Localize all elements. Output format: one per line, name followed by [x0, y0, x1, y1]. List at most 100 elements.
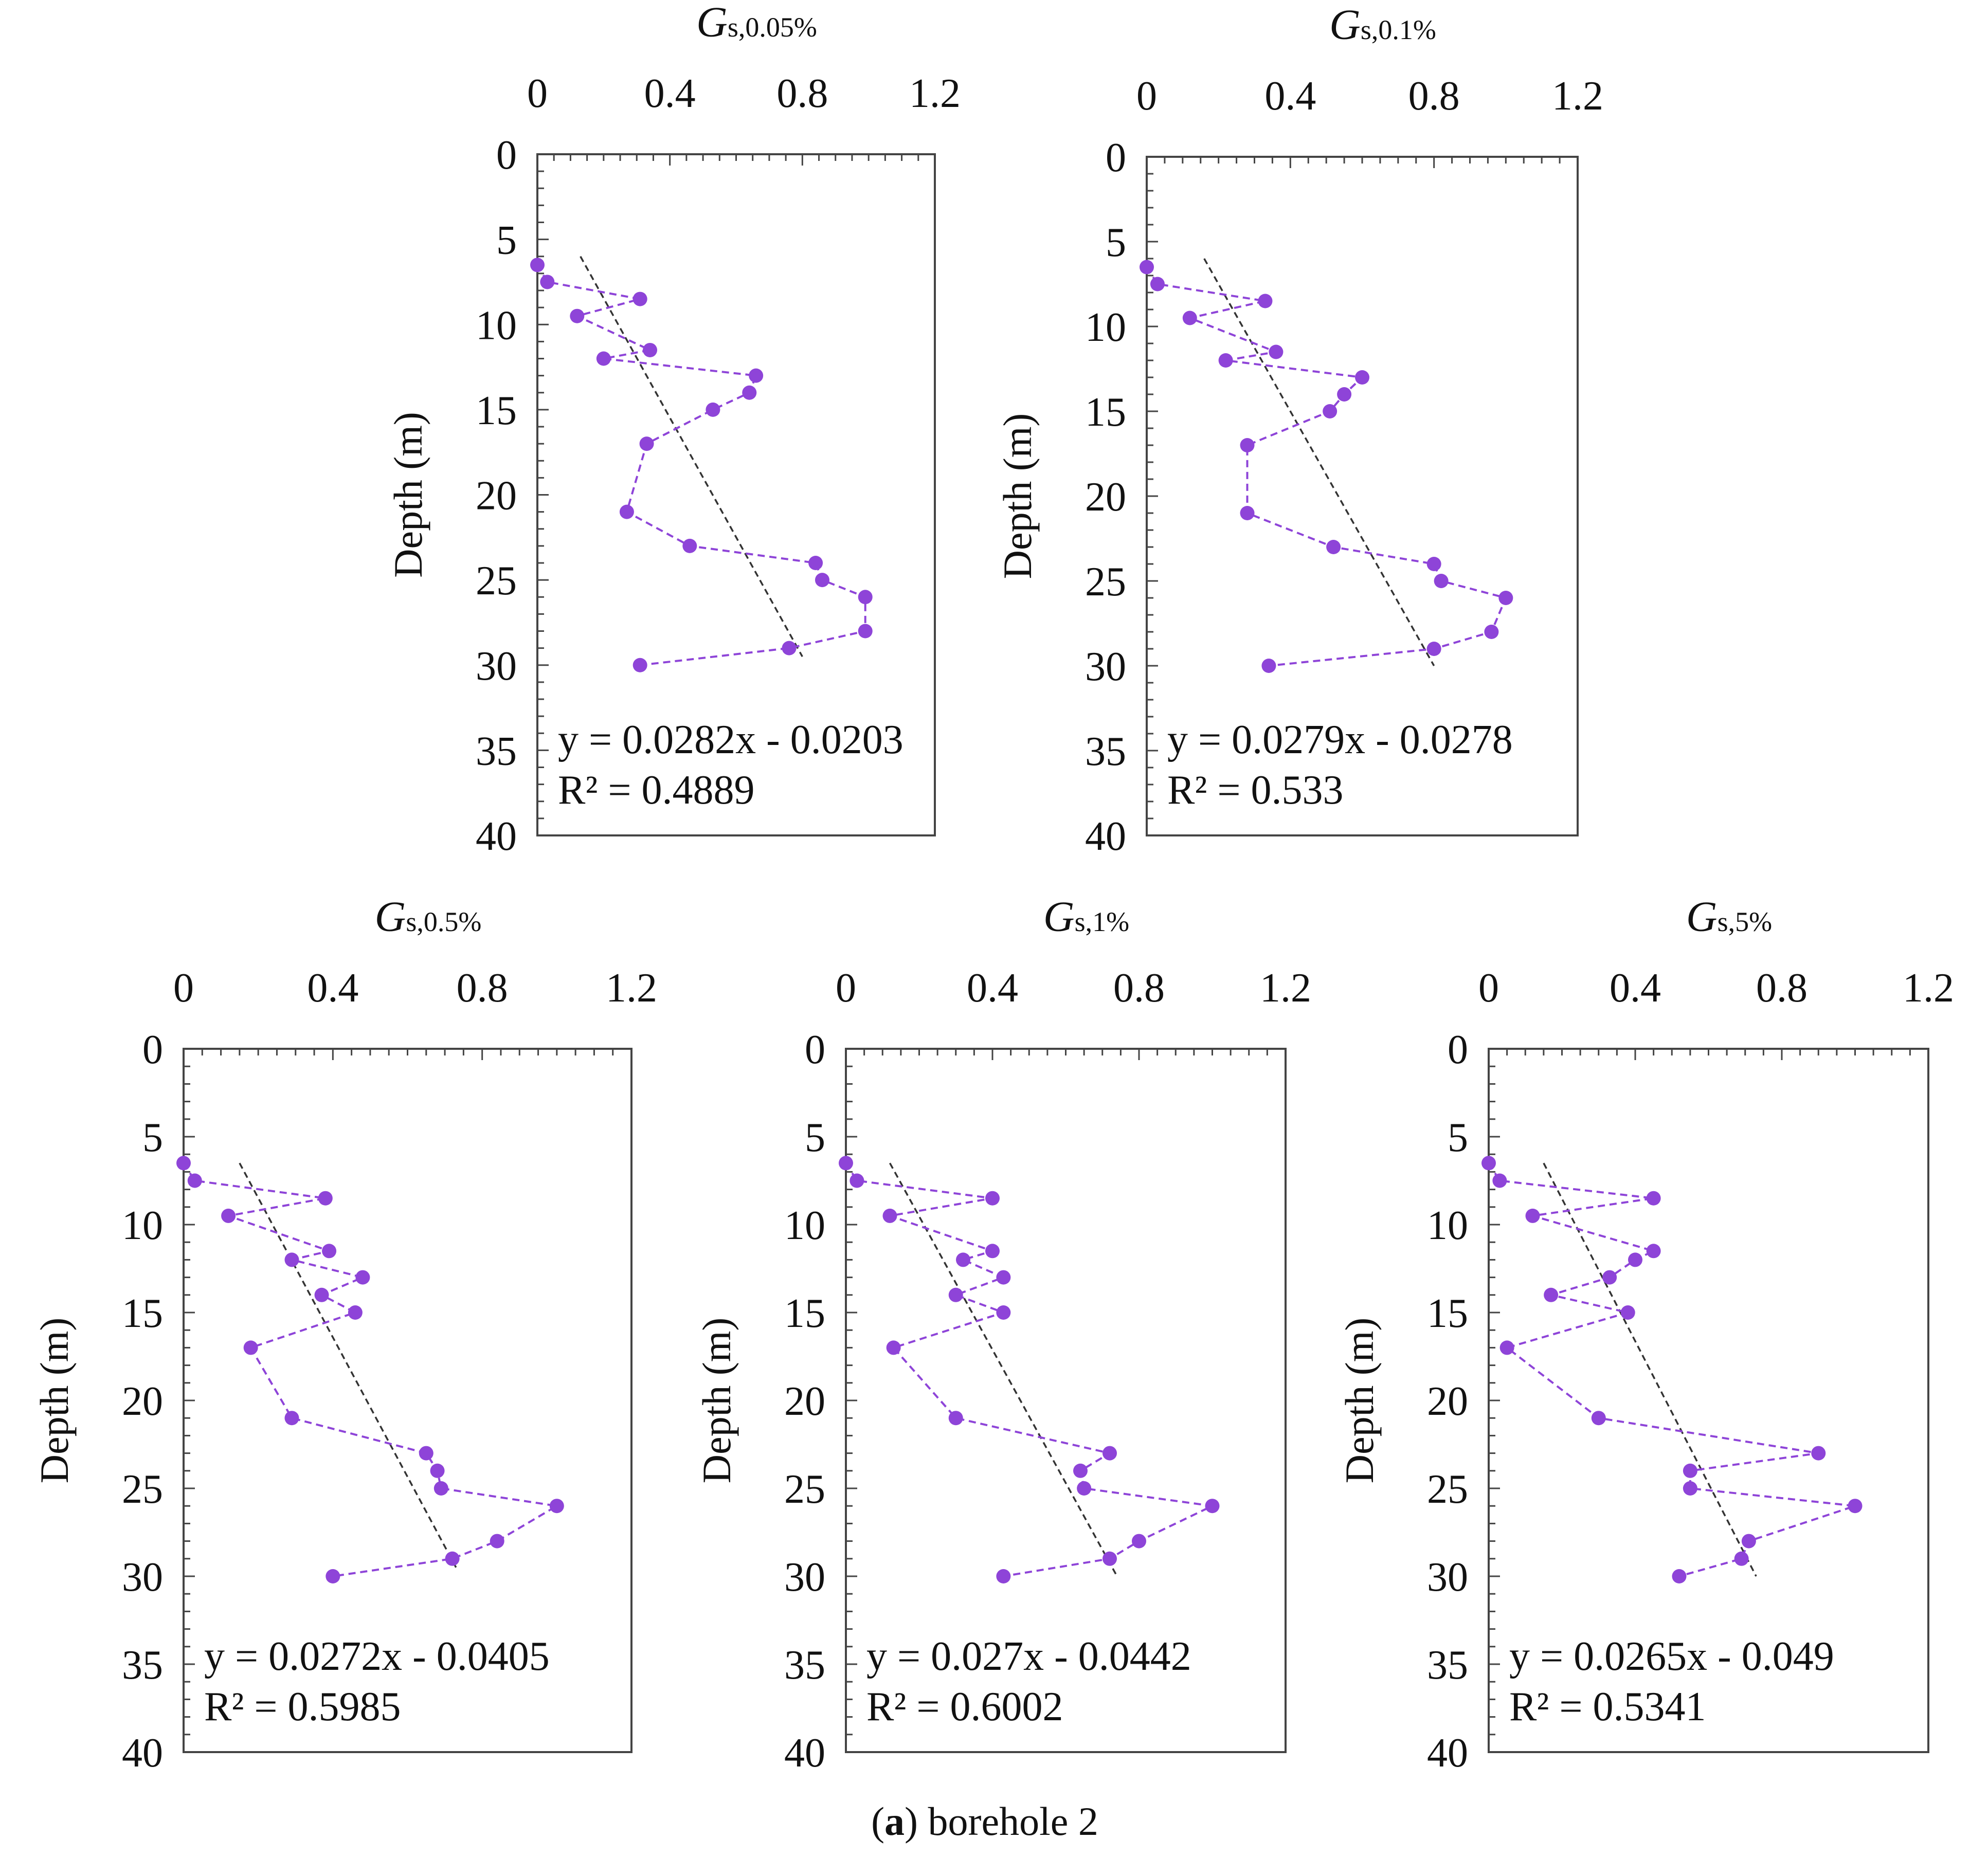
chart-2-data-point — [1337, 387, 1352, 402]
chart-4-y-tick-label: 15 — [784, 1291, 825, 1336]
chart-2-data-point — [1218, 353, 1233, 368]
chart-1-data-point — [632, 658, 647, 672]
chart-5-data-point — [1628, 1252, 1642, 1267]
chart-2-y-tick-label: 40 — [1085, 814, 1126, 859]
chart-2-title-sub: s,0.1% — [1360, 14, 1436, 45]
chart-2-data-point — [1140, 260, 1154, 275]
chart-4-data-point — [1205, 1499, 1220, 1514]
chart-3-y-axis-label: Depth (m) — [32, 1318, 77, 1484]
chart-1-title-main: G — [696, 0, 728, 46]
chart-3-data-point — [284, 1411, 299, 1426]
chart-5-x-tick-label: 0 — [1478, 966, 1499, 1011]
chart-1-x-tick-label: 1.2 — [909, 71, 961, 116]
chart-1-data-point — [749, 368, 764, 383]
chart-3-data-point — [445, 1551, 460, 1566]
chart-5-data-point — [1646, 1244, 1661, 1259]
chart-4-data-point — [1132, 1534, 1146, 1549]
chart-4-data-point — [882, 1208, 897, 1223]
chart-1-y-axis-label: Depth (m) — [386, 412, 430, 578]
chart-3-data-point — [314, 1287, 329, 1302]
chart-5-y-tick-label: 40 — [1427, 1731, 1468, 1776]
chart-3-data-point — [430, 1463, 445, 1478]
chart-5-y-tick-label: 0 — [1448, 1027, 1468, 1072]
chart-1-data-point — [643, 342, 658, 357]
chart-2-data-point — [1258, 294, 1273, 308]
caption-text: borehole 2 — [918, 1799, 1098, 1844]
chart-1-data-point — [782, 641, 797, 655]
chart-1-data-point — [858, 590, 873, 605]
caption-label: a — [884, 1799, 905, 1844]
chart-2-regression-equation: y = 0.0279x - 0.0278 — [1167, 717, 1513, 762]
chart-1-y-tick-label: 15 — [476, 388, 517, 433]
chart-4-data-point — [948, 1287, 963, 1302]
chart-5-y-tick-label: 35 — [1427, 1643, 1468, 1688]
chart-3-regression-equation: y = 0.0272x - 0.0405 — [204, 1634, 550, 1679]
chart-4-data-point — [985, 1244, 1000, 1259]
chart-1-data-point — [530, 258, 545, 272]
chart-4-y-tick-label: 5 — [805, 1115, 825, 1160]
chart-1-data-point — [742, 385, 757, 400]
chart-1-data-point — [682, 538, 697, 553]
chart-5-data-point — [1544, 1287, 1559, 1302]
chart-1-data-point — [815, 573, 829, 588]
chart-4-data-point — [956, 1252, 970, 1267]
chart-2-series-line — [1146, 266, 1508, 667]
chart-3-data-point — [490, 1534, 504, 1549]
chart-5-data-point — [1672, 1569, 1687, 1583]
chart-2-x-tick-label: 0.8 — [1408, 74, 1460, 119]
chart-2-y-axis-label: Depth (m) — [995, 413, 1040, 579]
chart-5-regression-equation: y = 0.0265x - 0.049 — [1509, 1634, 1834, 1679]
chart-5-data-point — [1811, 1446, 1826, 1461]
chart-3-data-point — [549, 1499, 564, 1514]
chart-1-y-tick-label: 35 — [476, 728, 517, 774]
chart-1-data-point — [808, 556, 823, 570]
chart-1-x-tick-label: 0 — [527, 71, 548, 116]
chart-1-y-tick-label: 40 — [476, 814, 517, 859]
chart-1-data-point — [619, 504, 634, 519]
chart-4-data-point — [886, 1340, 901, 1355]
chart-4-y-tick-label: 25 — [784, 1467, 825, 1512]
chart-4-x-tick-label: 0.4 — [967, 966, 1018, 1011]
chart-2-y-tick-label: 0 — [1106, 135, 1126, 180]
chart-5-data-point — [1683, 1481, 1697, 1496]
chart-2-title: Gs,0.1% — [1329, 0, 1436, 50]
chart-5-data-point — [1741, 1534, 1756, 1549]
chart-4-data-point — [1103, 1551, 1117, 1566]
chart-1-data-point — [632, 292, 647, 306]
chart-3-data-point — [433, 1481, 448, 1496]
chart-2-r-squared: R² = 0.533 — [1167, 768, 1343, 813]
chart-2-y-tick-label: 30 — [1085, 644, 1126, 689]
chart-4-y-tick-label: 20 — [784, 1379, 825, 1424]
chart-2-y-tick-label: 5 — [1106, 220, 1126, 265]
chart-1-title-sub: s,0.05% — [727, 12, 817, 43]
chart-4-y-tick-label: 30 — [784, 1555, 825, 1600]
chart-4-y-tick-label: 0 — [805, 1027, 825, 1072]
chart-5-y-tick-label: 30 — [1427, 1555, 1468, 1600]
chart-3-series-line — [183, 1162, 560, 1577]
chart-3-data-point — [326, 1569, 340, 1583]
chart-5-data-point — [1591, 1411, 1606, 1426]
chart-4-data-point — [1103, 1446, 1117, 1461]
chart-5-y-tick-label: 5 — [1448, 1115, 1468, 1160]
chart-4-y-tick-label: 35 — [784, 1643, 825, 1688]
chart-3-data-point — [221, 1208, 236, 1223]
chart-4-y-tick-label: 10 — [784, 1203, 825, 1248]
chart-2-data-point — [1434, 574, 1449, 588]
chart-3-data-point — [318, 1191, 333, 1206]
chart-5-data-point — [1481, 1156, 1496, 1171]
chart-3-y-tick-label: 30 — [122, 1555, 163, 1600]
chart-5-data-point — [1683, 1463, 1697, 1478]
chart-4-data-point — [996, 1305, 1011, 1320]
chart-3-data-point — [187, 1173, 202, 1188]
chart-4-data-point — [850, 1173, 864, 1188]
chart-1-x-tick-label: 0.8 — [776, 71, 828, 116]
chart-5-data-point — [1848, 1499, 1863, 1514]
chart-5-series-line — [1488, 1162, 1856, 1577]
chart-4-data-point — [996, 1270, 1011, 1285]
chart-2-x-tick-label: 1.2 — [1552, 74, 1603, 119]
chart-2-title-main: G — [1329, 1, 1361, 49]
chart-1-y-tick-label: 30 — [476, 644, 517, 689]
chart-5-y-tick-label: 20 — [1427, 1379, 1468, 1424]
chart-5-data-point — [1525, 1208, 1540, 1223]
chart-1-y-tick-label: 25 — [476, 558, 517, 604]
